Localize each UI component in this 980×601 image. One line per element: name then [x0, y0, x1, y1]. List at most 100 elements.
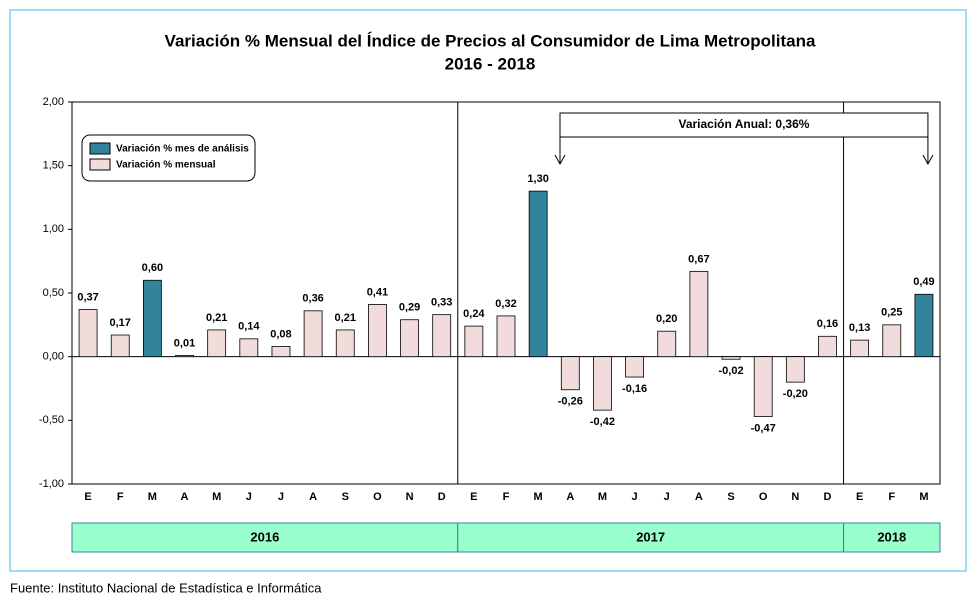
bar [818, 335, 837, 358]
annotation: Variación Anual: 0,36% [678, 117, 809, 131]
value-label: 0,24 [463, 308, 485, 320]
x-tick-label: M [534, 491, 543, 503]
value-label: 0,16 [817, 318, 838, 330]
bar [657, 330, 677, 358]
bar [560, 356, 580, 391]
y-tick-label: -0,50 [39, 414, 64, 426]
x-tick-label: O [759, 491, 768, 503]
y-tick-label: -1,00 [39, 478, 64, 490]
x-tick-label: N [406, 491, 414, 503]
x-tick-label: M [148, 491, 157, 503]
bar [464, 325, 484, 358]
year-label: 2018 [877, 529, 906, 544]
bar [335, 329, 355, 358]
value-label: 0,08 [270, 328, 291, 340]
value-label: -0,16 [622, 383, 647, 395]
annotation-arrowhead [554, 154, 566, 166]
x-tick-label: F [117, 491, 124, 503]
bar [625, 356, 644, 378]
x-tick-label: E [470, 491, 477, 503]
value-label: 0,67 [688, 253, 709, 265]
bar [689, 270, 709, 358]
bar [432, 314, 452, 358]
value-label: -0,26 [558, 396, 583, 408]
value-label: 0,36 [302, 293, 323, 305]
legend-swatch [89, 158, 111, 171]
annotation-arrowhead [922, 154, 934, 166]
legend-label: Variación % mensual [116, 160, 216, 171]
bar [785, 356, 805, 383]
bar [175, 354, 194, 358]
value-label: 0,60 [142, 262, 163, 274]
legend-label: Variación % mes de análisis [116, 144, 249, 155]
x-tick-label: S [727, 491, 734, 503]
bar [528, 190, 548, 358]
bar [78, 309, 98, 358]
x-tick-label: A [309, 491, 317, 503]
chart-subtitle: 2016 - 2018 [445, 54, 536, 73]
x-tick-label: F [503, 491, 510, 503]
bar [207, 329, 227, 358]
value-label: 0,29 [399, 302, 420, 314]
bar [142, 279, 162, 358]
value-label: -0,47 [751, 422, 776, 434]
value-label: -0,20 [783, 388, 808, 400]
bar [753, 356, 773, 417]
value-label: 0,37 [77, 291, 98, 303]
bar [850, 339, 870, 358]
value-label: 0,21 [335, 312, 356, 324]
bar [110, 334, 130, 358]
bar [271, 346, 291, 358]
year-band [71, 522, 459, 553]
value-label: 0,32 [495, 298, 516, 310]
x-tick-label: O [373, 491, 382, 503]
bar [593, 356, 612, 411]
x-tick-label: M [212, 491, 221, 503]
x-tick-label: J [278, 491, 284, 503]
bar [303, 310, 323, 358]
x-tick-label: A [566, 491, 574, 503]
value-label: 0,25 [881, 307, 902, 319]
annotation-box [559, 112, 929, 138]
x-tick-label: J [246, 491, 252, 503]
x-tick-label: E [856, 491, 863, 503]
chart-title: Variación % Mensual del Índice de Precio… [165, 31, 816, 50]
y-tick-label: 0,00 [43, 351, 64, 363]
value-label: -0,02 [718, 365, 743, 377]
x-tick-label: D [438, 491, 446, 503]
bar [914, 293, 934, 358]
year-label: 2017 [636, 529, 665, 544]
legend-swatch [89, 142, 111, 155]
value-label: 0,33 [431, 297, 452, 309]
legend [81, 134, 256, 182]
y-tick-label: 2,00 [43, 96, 64, 108]
source: Fuente: Instituto Nacional de Estadístic… [10, 580, 322, 595]
bar [400, 319, 419, 358]
year-label: 2016 [250, 529, 279, 544]
x-tick-label: J [632, 491, 638, 503]
bar [239, 338, 259, 358]
x-tick-label: M [598, 491, 607, 503]
y-tick-label: 0,50 [43, 287, 64, 299]
value-label: 0,01 [174, 337, 195, 349]
chart-frame [9, 9, 967, 572]
bar [368, 304, 387, 358]
x-tick-label: E [84, 491, 91, 503]
value-label: -0,42 [590, 416, 615, 428]
year-band [843, 522, 941, 553]
value-label: 0,14 [238, 321, 260, 333]
x-tick-label: N [791, 491, 799, 503]
value-label: 0,21 [206, 312, 227, 324]
bar [496, 315, 516, 358]
x-tick-label: A [695, 491, 703, 503]
x-tick-label: D [824, 491, 832, 503]
x-tick-label: A [181, 491, 189, 503]
x-tick-label: F [888, 491, 895, 503]
x-tick-label: S [342, 491, 349, 503]
x-tick-label: J [664, 491, 670, 503]
value-label: 1,30 [527, 173, 548, 185]
bar [882, 324, 902, 358]
bar [721, 356, 741, 360]
x-tick-label: M [919, 491, 928, 503]
